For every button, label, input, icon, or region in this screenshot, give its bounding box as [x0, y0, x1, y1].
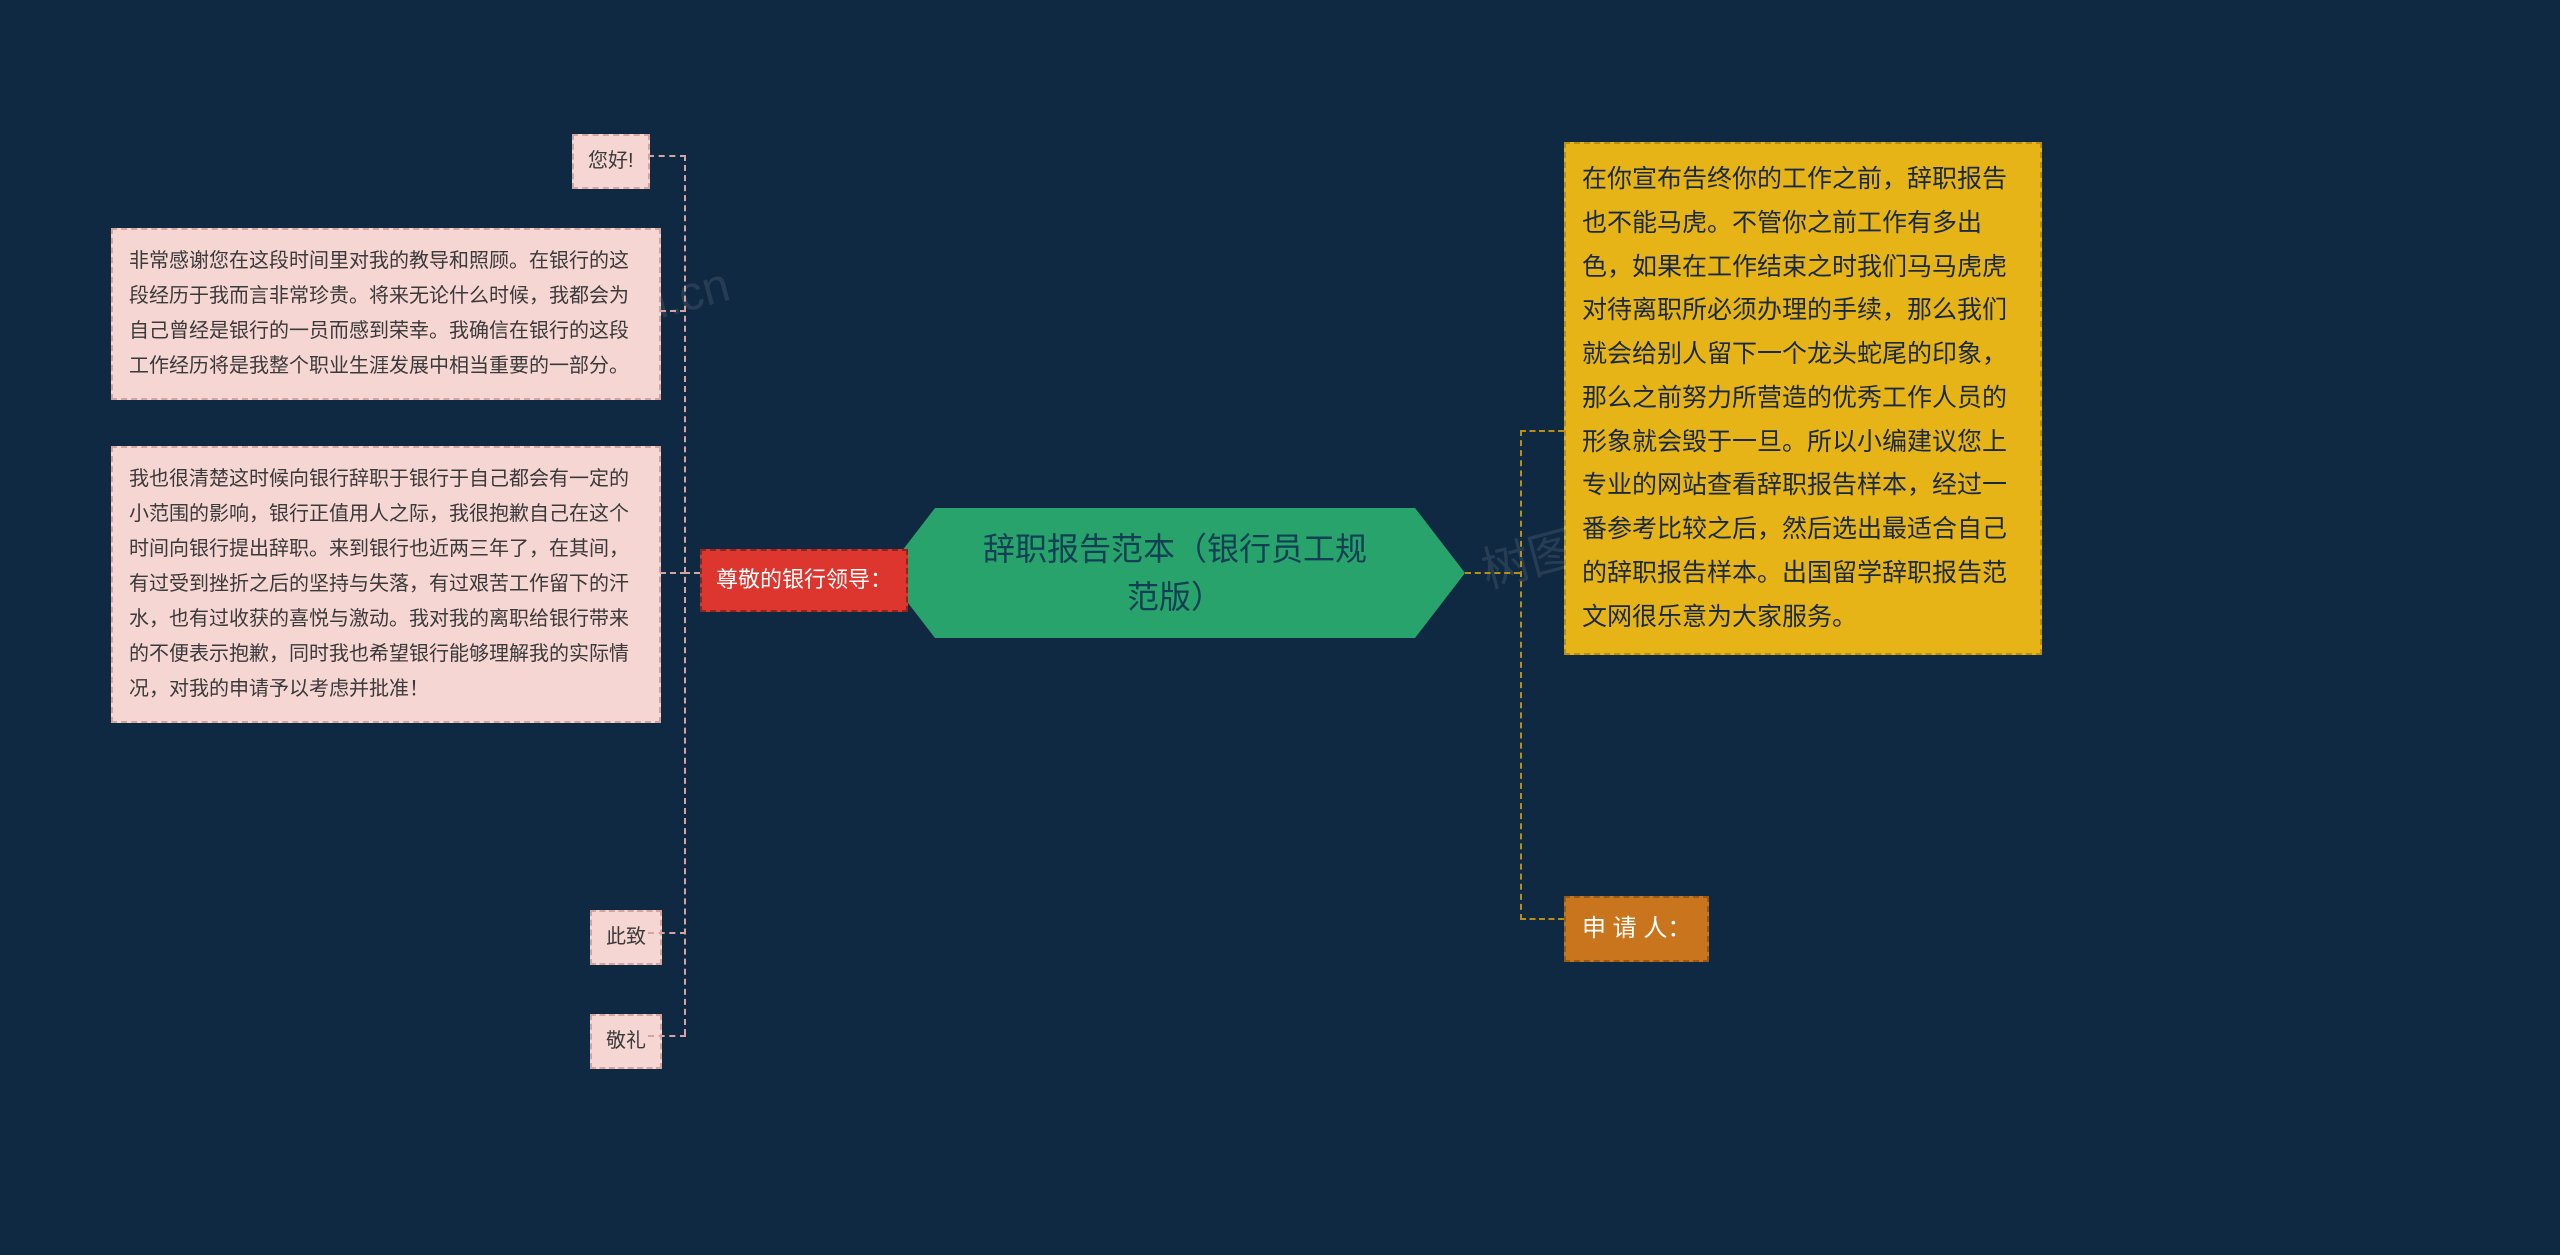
left-branch-node: 尊敬的银行领导：	[700, 549, 908, 612]
cizi-node: 此致	[590, 910, 662, 965]
connector	[648, 932, 686, 934]
center-title: 辞职报告范本（银行员工规范版）	[935, 525, 1415, 621]
intro-node: 在你宣布告终你的工作之前，辞职报告也不能马虎。不管你之前工作有多出色，如果在工作…	[1564, 142, 2042, 655]
hex-decoration	[1415, 508, 1465, 638]
greeting-node: 您好!	[572, 134, 650, 189]
center-node: 辞职报告范本（银行员工规范版）	[935, 508, 1415, 638]
connector	[1520, 430, 1564, 432]
jingli-node: 敬礼	[590, 1014, 662, 1069]
thanks-node: 非常感谢您在这段时间里对我的教导和照顾。在银行的这段经历于我而言非常珍贵。将来无…	[111, 228, 661, 400]
apology-node: 我也很清楚这时候向银行辞职于银行于自己都会有一定的小范围的影响，银行正值用人之际…	[111, 446, 661, 723]
connector	[648, 155, 686, 157]
connector	[684, 155, 686, 1035]
connector	[1465, 572, 1520, 574]
connector	[1520, 918, 1564, 920]
connector	[1520, 430, 1522, 920]
connector	[660, 310, 686, 312]
connector	[684, 572, 700, 574]
connector	[660, 572, 686, 574]
applicant-node: 申 请 人：	[1564, 896, 1709, 962]
connector	[648, 1035, 686, 1037]
